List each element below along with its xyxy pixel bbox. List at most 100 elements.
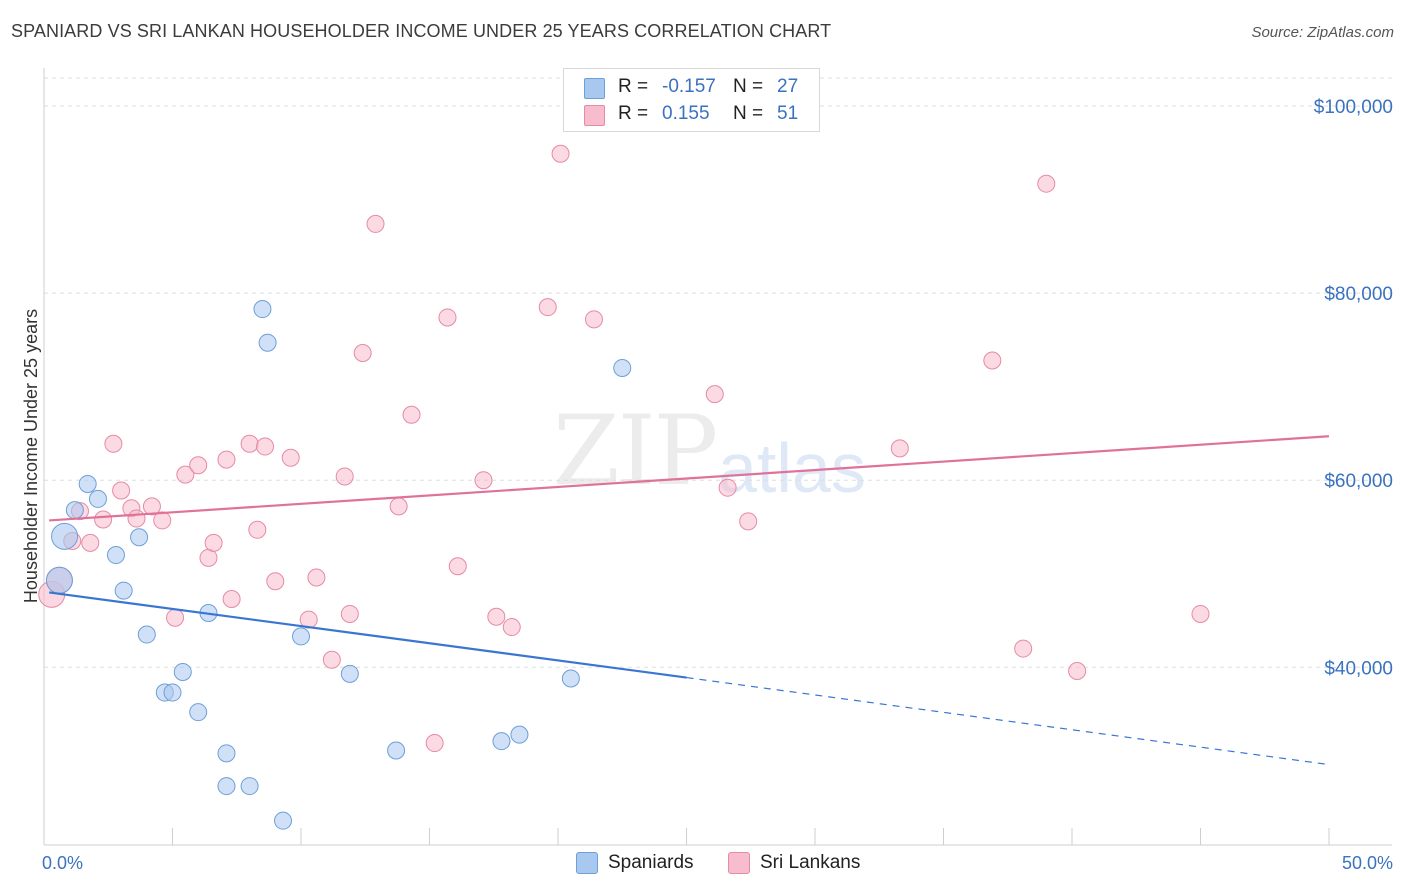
data-point bbox=[204, 533, 223, 552]
data-point bbox=[322, 650, 341, 669]
y-tick-label: $40,000 bbox=[1324, 658, 1393, 679]
data-point bbox=[353, 343, 372, 362]
legend-swatch-spaniards bbox=[584, 78, 605, 99]
data-point bbox=[253, 300, 272, 319]
data-point bbox=[438, 308, 457, 327]
data-point bbox=[94, 510, 113, 529]
data-point bbox=[78, 474, 97, 493]
data-point bbox=[705, 385, 724, 404]
data-point bbox=[366, 214, 385, 233]
legend-n-label: N = bbox=[733, 103, 764, 124]
data-point bbox=[176, 465, 195, 484]
data-point bbox=[189, 456, 208, 475]
x-tick-label-min: 0.0% bbox=[42, 853, 83, 873]
data-point bbox=[127, 509, 146, 528]
data-point bbox=[718, 478, 737, 497]
data-point bbox=[335, 467, 354, 486]
data-point bbox=[340, 664, 359, 683]
chart-title: SPANIARD VS SRI LANKAN HOUSEHOLDER INCOM… bbox=[11, 21, 832, 41]
data-point bbox=[448, 557, 467, 576]
data-point bbox=[1037, 174, 1056, 193]
data-point bbox=[402, 405, 421, 424]
data-point bbox=[106, 546, 125, 565]
data-point bbox=[1014, 639, 1033, 658]
bottom-legend-label-sri-lankans: Sri Lankans bbox=[760, 852, 861, 873]
x-tick-marks bbox=[43, 828, 1330, 845]
data-point bbox=[217, 450, 236, 469]
data-point bbox=[240, 777, 259, 796]
data-point bbox=[142, 497, 161, 516]
data-point bbox=[474, 471, 493, 490]
data-point bbox=[173, 662, 192, 681]
x-tick-label-max: 50.0% bbox=[1342, 853, 1393, 873]
data-point bbox=[739, 512, 758, 531]
data-point bbox=[189, 703, 208, 722]
data-point bbox=[307, 568, 326, 587]
data-point bbox=[274, 811, 293, 830]
data-point bbox=[256, 437, 275, 456]
y-tick-label: $60,000 bbox=[1324, 471, 1393, 492]
data-point bbox=[425, 734, 444, 753]
data-point bbox=[112, 481, 131, 500]
legend-n-value: 27 bbox=[777, 76, 799, 97]
gridlines bbox=[44, 77, 1392, 668]
data-point bbox=[240, 434, 259, 453]
data-point bbox=[510, 725, 529, 744]
data-point bbox=[248, 520, 267, 539]
data-point bbox=[114, 581, 133, 600]
series-sri-lankans bbox=[38, 144, 1210, 753]
data-point bbox=[502, 618, 521, 637]
data-point bbox=[1068, 662, 1087, 681]
chart-source: Source: ZipAtlas.com bbox=[1251, 24, 1394, 41]
data-point bbox=[222, 589, 241, 608]
legend-n-label: N = bbox=[733, 76, 764, 97]
trend-lines bbox=[48, 435, 1330, 766]
data-point bbox=[166, 608, 185, 627]
data-point bbox=[258, 333, 277, 352]
bottom-legend-label-spaniards: Spaniards bbox=[608, 852, 694, 873]
data-point bbox=[104, 434, 123, 453]
data-point bbox=[45, 566, 73, 594]
data-point bbox=[1191, 604, 1210, 623]
series-spaniards bbox=[45, 300, 632, 830]
data-point bbox=[217, 777, 236, 796]
data-point bbox=[389, 497, 408, 516]
data-point bbox=[137, 625, 156, 644]
data-point bbox=[266, 572, 285, 591]
data-point bbox=[281, 448, 300, 467]
data-point bbox=[292, 627, 310, 646]
legend-swatch-sri-lankans bbox=[584, 105, 605, 126]
data-point bbox=[890, 439, 909, 458]
data-point bbox=[65, 501, 84, 520]
data-point bbox=[217, 744, 236, 763]
trend-line-solid bbox=[48, 591, 687, 679]
data-point bbox=[130, 528, 149, 547]
bottom-legend-swatch-sri-lankans bbox=[728, 852, 750, 874]
bottom-legend-swatch-spaniards bbox=[576, 852, 598, 874]
data-point bbox=[584, 310, 603, 329]
legend-r-label: R = bbox=[618, 76, 649, 97]
trend-line-solid bbox=[49, 435, 1330, 522]
data-point bbox=[487, 607, 506, 626]
data-point bbox=[199, 548, 218, 567]
data-point bbox=[81, 533, 100, 552]
data-point bbox=[551, 144, 570, 163]
y-tick-labels: $40,000 $60,000 $80,000 $100,000 bbox=[1314, 97, 1393, 679]
data-point bbox=[51, 522, 79, 550]
legend-r-value: -0.157 bbox=[662, 76, 716, 97]
watermark-zip: ZIP bbox=[553, 395, 718, 507]
legend-r-value: 0.155 bbox=[662, 103, 710, 124]
data-point bbox=[983, 351, 1002, 370]
stats-legend: R = -0.157 N = 27 R = 0.155 N = 51 bbox=[563, 68, 820, 132]
data-point bbox=[492, 732, 511, 751]
data-point bbox=[88, 489, 107, 508]
legend-n-value: 51 bbox=[777, 103, 799, 124]
y-tick-label: $100,000 bbox=[1314, 97, 1393, 118]
legend-r-label: R = bbox=[618, 103, 649, 124]
data-point bbox=[340, 604, 359, 623]
data-point bbox=[613, 358, 632, 377]
data-point bbox=[538, 298, 557, 317]
y-axis-label: Householder Income Under 25 years bbox=[21, 309, 41, 603]
data-point bbox=[561, 669, 580, 688]
